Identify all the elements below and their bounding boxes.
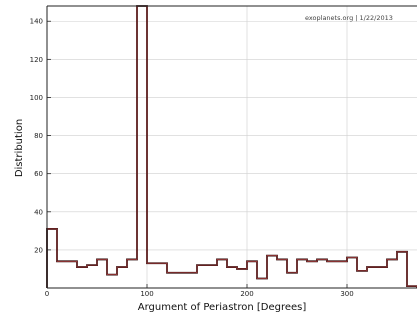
- histogram-bar-0: [47, 229, 57, 288]
- y-axis-title: Distribution: [14, 119, 25, 177]
- histogram-bar-11: [157, 263, 167, 288]
- plot-frame: [46, 5, 417, 289]
- y-tick-label-4: 100: [30, 94, 43, 102]
- histogram-bar-12: [167, 273, 177, 288]
- histogram-bar-35: [397, 252, 407, 288]
- histogram-bar-15: [197, 265, 207, 288]
- histogram-bar-14: [187, 273, 197, 288]
- histogram-bar-7: [117, 267, 127, 288]
- x-tick-label-0: 0: [45, 290, 49, 298]
- grid-lines: [46, 6, 417, 288]
- histogram-bar-17: [217, 259, 227, 288]
- histogram-bar-13: [177, 273, 187, 288]
- histogram-step-outline: [46, 5, 417, 288]
- histogram-step-outline-highlight: [46, 5, 417, 288]
- histogram-bar-6: [107, 275, 117, 288]
- y-tick-label-1: 40: [34, 208, 43, 216]
- watermark-text: exoplanets.org | 1/22/2013: [305, 14, 393, 22]
- y-tick-label-2: 60: [34, 170, 43, 178]
- histogram-bar-9: [137, 6, 147, 288]
- histogram-bar-10: [147, 263, 157, 288]
- histogram-bar-16: [207, 265, 217, 288]
- histogram-bar-29: [337, 261, 347, 288]
- histogram-bar-31: [357, 271, 367, 288]
- histogram-bar-24: [287, 273, 297, 288]
- y-tick-label-6: 140: [30, 18, 43, 26]
- histogram-bar-33: [377, 267, 387, 288]
- y-tick-label-3: 80: [34, 132, 43, 140]
- histogram-bar-22: [267, 256, 277, 288]
- histogram-bar-32: [367, 267, 377, 288]
- histogram-bar-1: [57, 261, 67, 288]
- histogram-bar-4: [87, 265, 97, 288]
- histogram-bars: [47, 6, 417, 288]
- histogram-bar-19: [237, 269, 247, 288]
- y-tick-label-0: 20: [34, 246, 43, 254]
- x-tick-label-3: 300: [340, 290, 353, 298]
- histogram-bar-2: [67, 261, 77, 288]
- histogram-bar-21: [257, 278, 267, 288]
- histogram-bar-25: [297, 259, 307, 288]
- histogram-bar-5: [97, 259, 107, 288]
- histogram-bar-30: [347, 258, 357, 288]
- histogram-bar-28: [327, 261, 337, 288]
- histogram-bar-20: [247, 261, 257, 288]
- x-axis-title: Argument of Periastron [Degrees]: [138, 302, 307, 313]
- histogram-bar-18: [227, 267, 237, 288]
- histogram-bar-26: [307, 261, 317, 288]
- axis-ticks: 20 40 60 80 100 120 140 0 100 200 300: [30, 18, 354, 298]
- x-tick-label-2: 200: [240, 290, 253, 298]
- histogram-bar-34: [387, 259, 397, 288]
- y-tick-label-5: 120: [30, 56, 43, 64]
- histogram-bar-27: [317, 259, 327, 288]
- histogram-bar-8: [127, 259, 137, 288]
- histogram-bar-23: [277, 259, 287, 288]
- x-tick-label-1: 100: [140, 290, 153, 298]
- histogram-bar-3: [77, 267, 87, 288]
